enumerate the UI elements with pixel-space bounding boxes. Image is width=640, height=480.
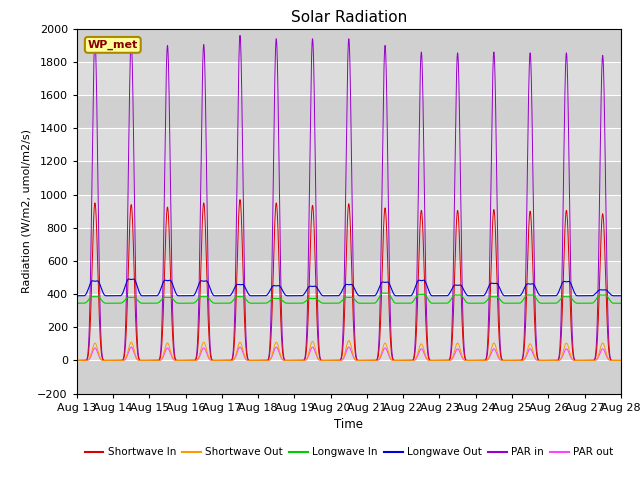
Bar: [77, 261, 621, 294]
Bar: [77, 62, 621, 95]
Legend: Shortwave In, Shortwave Out, Longwave In, Longwave Out, PAR in, PAR out: Shortwave In, Shortwave Out, Longwave In…: [81, 443, 617, 461]
Bar: [77, 327, 621, 360]
Bar: [77, 360, 621, 394]
Bar: [77, 161, 621, 194]
Bar: [77, 194, 621, 228]
Y-axis label: Radiation (W/m2, umol/m2/s): Radiation (W/m2, umol/m2/s): [22, 129, 32, 293]
Bar: [77, 228, 621, 261]
Title: Solar Radiation: Solar Radiation: [291, 10, 407, 25]
Bar: [77, 128, 621, 161]
Text: WP_met: WP_met: [88, 40, 138, 50]
Bar: [77, 29, 621, 62]
X-axis label: Time: Time: [334, 418, 364, 431]
Bar: [77, 294, 621, 327]
Bar: [77, 95, 621, 128]
